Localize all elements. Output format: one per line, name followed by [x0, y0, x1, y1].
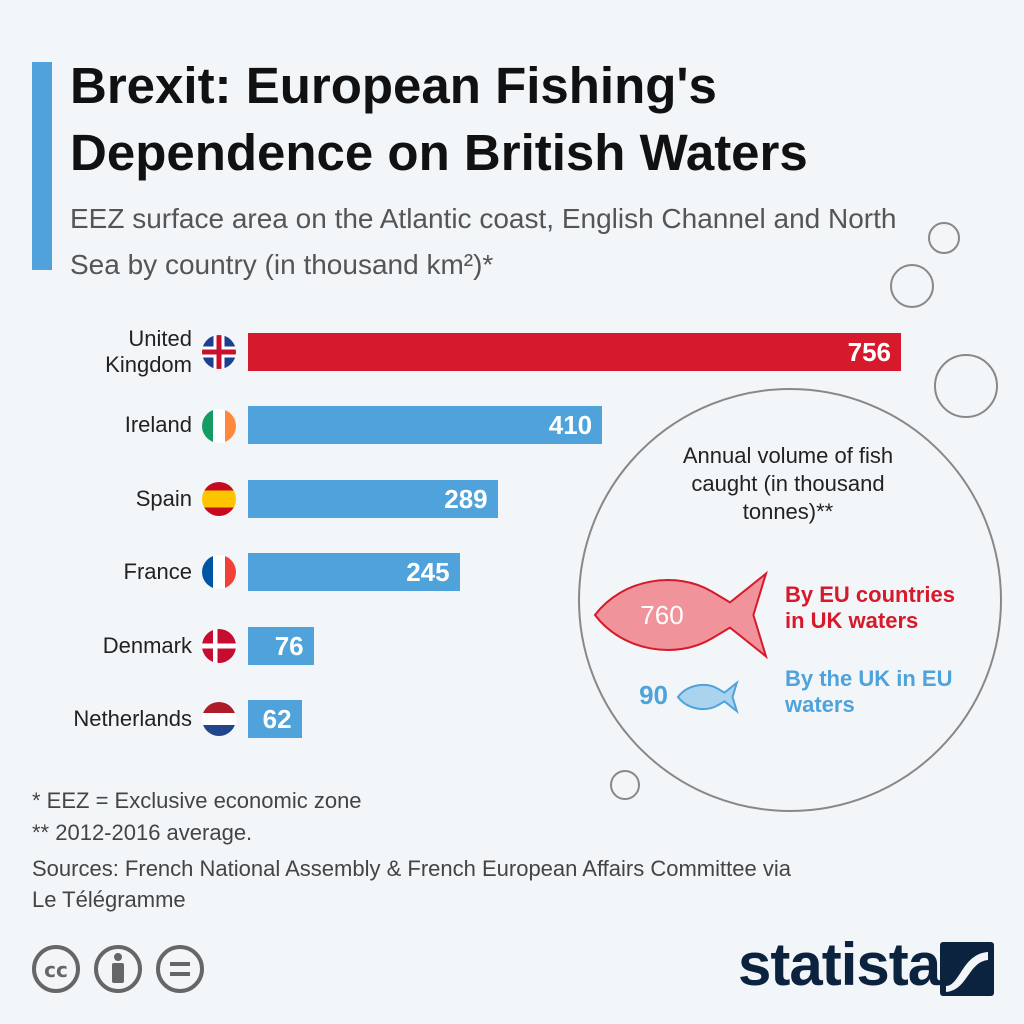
bar: [248, 479, 498, 518]
inset-label: By EU countries in UK waters: [785, 582, 955, 633]
inset-circle: [578, 388, 1002, 812]
logo-icon: [940, 942, 994, 996]
bar: [248, 553, 460, 592]
chart-title: Brexit: European Fishing's Dependence on…: [70, 57, 808, 181]
inset-label: By the UK in EU waters: [785, 666, 953, 717]
value-label: 756: [847, 337, 891, 367]
fish: [676, 679, 739, 715]
category-label: Spain: [135, 485, 192, 511]
bar: [248, 700, 302, 738]
category-label: United Kingdom: [105, 326, 192, 377]
license-icons: cc: [32, 945, 204, 993]
bubble: [890, 264, 934, 308]
accent-bar: [32, 62, 52, 270]
flag: [202, 409, 236, 443]
category-label: France: [123, 559, 192, 585]
bar: [248, 406, 603, 445]
inset-value: 760: [640, 600, 683, 630]
category-label: Netherlands: [73, 706, 192, 731]
value-label: 289: [444, 483, 488, 514]
bubble: [934, 354, 998, 418]
flag: [202, 629, 236, 663]
inset-value: 90: [639, 680, 668, 710]
value-label: 245: [406, 557, 450, 588]
logo: statista: [738, 931, 941, 998]
source: Sources: French National Assembly & Fren…: [32, 856, 791, 912]
fish: [593, 570, 768, 660]
footnote: * EEZ = Exclusive economic zone: [32, 788, 362, 813]
chart-subtitle: EEZ surface area on the Atlantic coast, …: [70, 203, 897, 280]
bar: [248, 626, 314, 665]
flag: [202, 555, 236, 589]
category-label: Ireland: [124, 412, 192, 438]
value-label: 62: [262, 704, 292, 734]
svg-text:cc: cc: [44, 958, 68, 982]
value-label: 76: [274, 630, 304, 661]
bar: [248, 333, 901, 371]
bubble: [610, 770, 640, 800]
value-label: 410: [548, 410, 593, 441]
bubble: [928, 222, 960, 254]
inset-title: Annual volume of fish caught (in thousan…: [682, 443, 894, 524]
flag: [202, 482, 236, 516]
flag: [202, 335, 236, 369]
category-label: Denmark: [102, 632, 192, 658]
flag: [202, 702, 236, 736]
footnote: ** 2012-2016 average.: [32, 820, 253, 845]
